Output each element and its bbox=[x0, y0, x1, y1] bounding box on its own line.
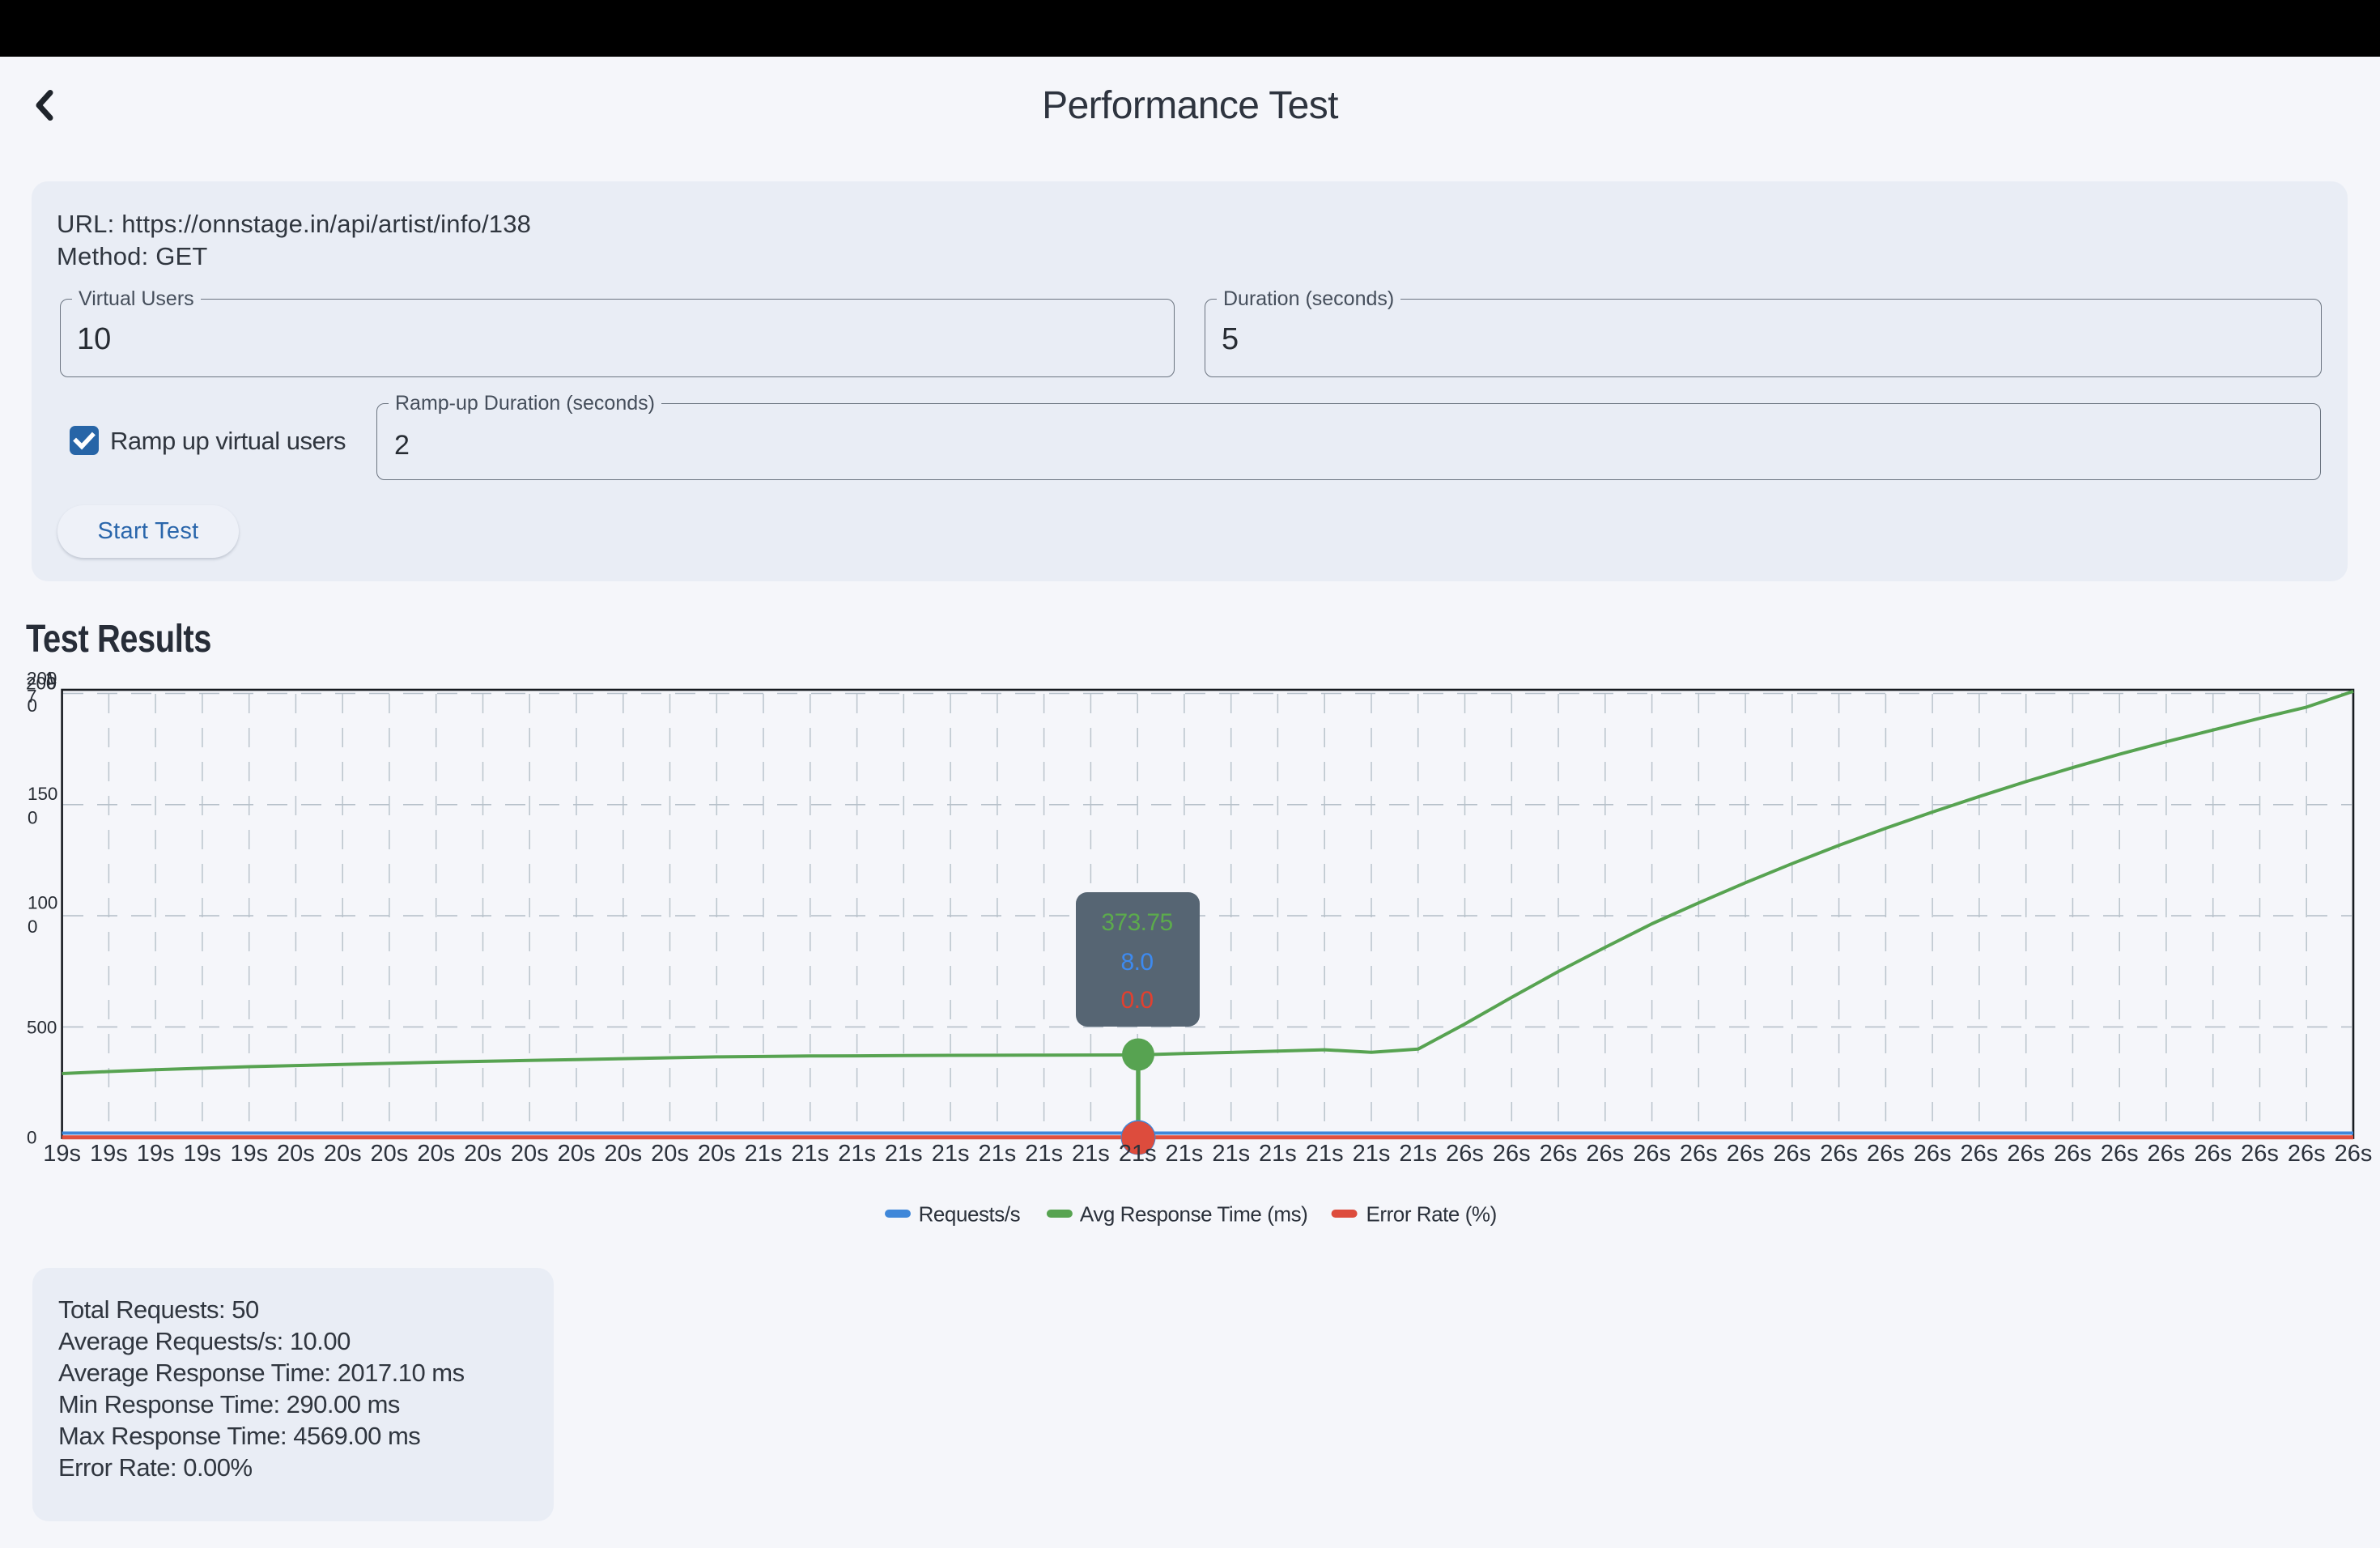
svg-text:26s: 26s bbox=[1867, 1141, 1905, 1167]
svg-text:21s: 21s bbox=[791, 1141, 829, 1167]
svg-text:20s: 20s bbox=[558, 1141, 596, 1167]
svg-text:500: 500 bbox=[27, 1018, 57, 1038]
svg-text:373.75: 373.75 bbox=[1101, 909, 1172, 936]
svg-text:26s: 26s bbox=[1773, 1141, 1811, 1167]
svg-text:8.0: 8.0 bbox=[1121, 949, 1154, 976]
svg-text:21s: 21s bbox=[1353, 1141, 1391, 1167]
svg-text:26s: 26s bbox=[1727, 1141, 1765, 1167]
svg-text:26s: 26s bbox=[1540, 1141, 1578, 1167]
svg-text:20s: 20s bbox=[277, 1141, 315, 1167]
svg-text:19s: 19s bbox=[230, 1141, 268, 1167]
svg-text:7: 7 bbox=[27, 687, 36, 707]
svg-text:0: 0 bbox=[28, 695, 37, 716]
svg-text:20s: 20s bbox=[464, 1141, 502, 1167]
svg-text:21s: 21s bbox=[1212, 1141, 1250, 1167]
svg-text:21s: 21s bbox=[1399, 1141, 1437, 1167]
svg-text:21s: 21s bbox=[745, 1141, 783, 1167]
svg-text:21s: 21s bbox=[979, 1141, 1017, 1167]
svg-text:0.0: 0.0 bbox=[1121, 987, 1154, 1014]
svg-text:20s: 20s bbox=[371, 1141, 409, 1167]
svg-text:21s: 21s bbox=[1072, 1141, 1110, 1167]
svg-text:21s: 21s bbox=[932, 1141, 970, 1167]
svg-text:20s: 20s bbox=[417, 1141, 455, 1167]
svg-text:19s: 19s bbox=[137, 1141, 175, 1167]
svg-text:21s: 21s bbox=[1259, 1141, 1297, 1167]
svg-text:26s: 26s bbox=[1820, 1141, 1858, 1167]
svg-text:26s: 26s bbox=[2241, 1141, 2279, 1167]
svg-text:100: 100 bbox=[28, 892, 57, 912]
svg-text:26s: 26s bbox=[1586, 1141, 1624, 1167]
svg-text:21s: 21s bbox=[838, 1141, 876, 1167]
svg-text:150: 150 bbox=[28, 784, 57, 804]
svg-text:21s: 21s bbox=[885, 1141, 923, 1167]
svg-text:Requests/s: Requests/s bbox=[919, 1202, 1021, 1227]
svg-text:21s: 21s bbox=[1306, 1141, 1344, 1167]
svg-text:20s: 20s bbox=[604, 1141, 642, 1167]
svg-text:21s: 21s bbox=[1166, 1141, 1204, 1167]
svg-text:Error Rate (%): Error Rate (%) bbox=[1366, 1202, 1497, 1227]
svg-text:21s: 21s bbox=[1119, 1141, 1157, 1167]
svg-text:200: 200 bbox=[27, 669, 57, 689]
svg-text:26s: 26s bbox=[2054, 1141, 2092, 1167]
svg-text:26s: 26s bbox=[1446, 1141, 1484, 1167]
svg-text:26s: 26s bbox=[1961, 1141, 1999, 1167]
svg-text:20s: 20s bbox=[651, 1141, 689, 1167]
svg-text:0: 0 bbox=[28, 808, 37, 828]
svg-text:26s: 26s bbox=[1680, 1141, 1718, 1167]
svg-text:26s: 26s bbox=[1914, 1141, 1952, 1167]
svg-text:26s: 26s bbox=[2194, 1141, 2232, 1167]
svg-text:20s: 20s bbox=[698, 1141, 736, 1167]
svg-text:20s: 20s bbox=[511, 1141, 549, 1167]
svg-text:0: 0 bbox=[27, 1128, 36, 1148]
svg-text:0: 0 bbox=[28, 916, 37, 937]
svg-text:21s: 21s bbox=[1025, 1141, 1063, 1167]
svg-text:19s: 19s bbox=[90, 1141, 128, 1167]
svg-text:Avg Response Time (ms): Avg Response Time (ms) bbox=[1080, 1202, 1308, 1227]
svg-text:26s: 26s bbox=[1493, 1141, 1531, 1167]
svg-text:20s: 20s bbox=[324, 1141, 362, 1167]
svg-text:26s: 26s bbox=[2288, 1141, 2326, 1167]
svg-text:26s: 26s bbox=[2335, 1141, 2373, 1167]
svg-text:1: 1 bbox=[44, 667, 58, 689]
svg-text:26s: 26s bbox=[1633, 1141, 1671, 1167]
svg-text:200: 200 bbox=[26, 674, 56, 694]
svg-text:26s: 26s bbox=[2101, 1141, 2139, 1167]
svg-text:19s: 19s bbox=[43, 1141, 81, 1167]
svg-text:26s: 26s bbox=[2148, 1141, 2186, 1167]
svg-text:0: 0 bbox=[47, 674, 57, 694]
svg-text:19s: 19s bbox=[184, 1141, 222, 1167]
svg-text:26s: 26s bbox=[2007, 1141, 2045, 1167]
